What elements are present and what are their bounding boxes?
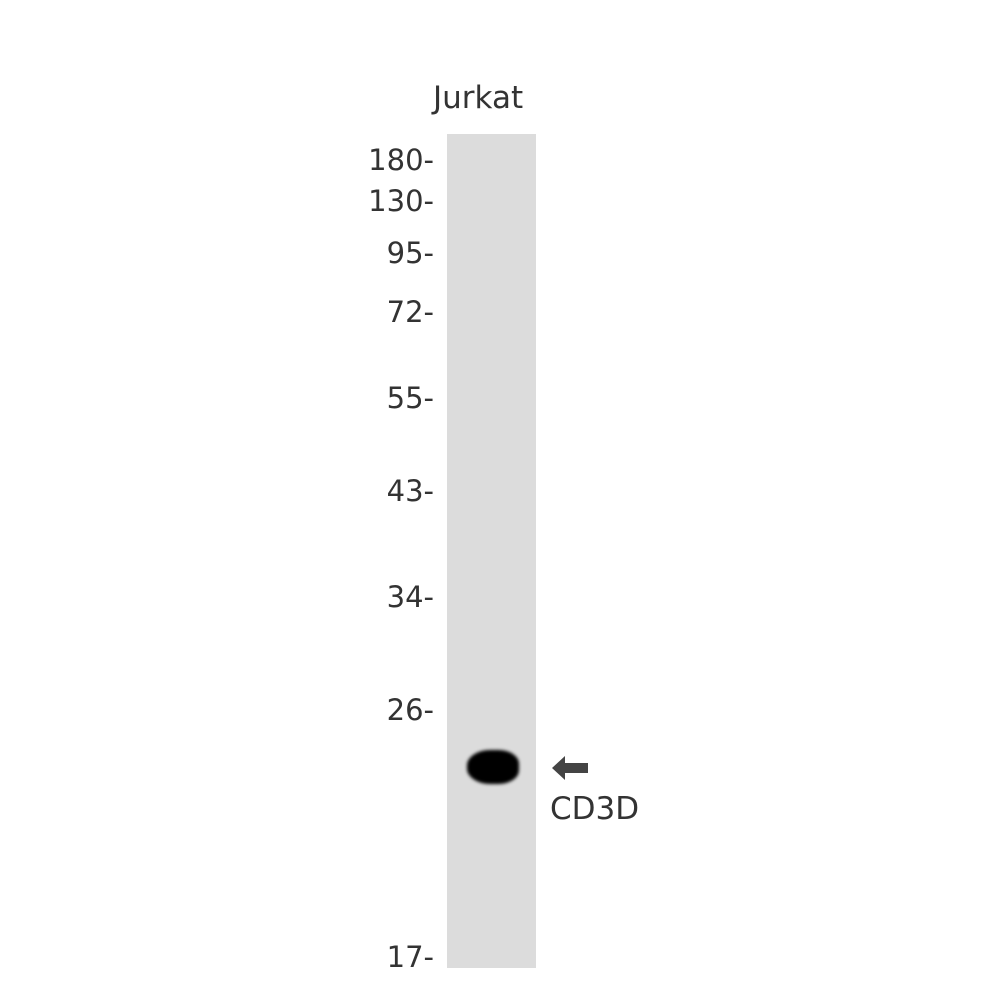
lane-label: Jurkat (433, 80, 524, 116)
marker-55: 55- (386, 381, 434, 415)
marker-34: 34- (386, 580, 434, 614)
marker-26: 26- (386, 693, 434, 727)
protein-band (467, 750, 519, 784)
target-protein-label: CD3D (550, 791, 640, 827)
marker-72: 72- (386, 295, 434, 329)
marker-43: 43- (386, 474, 434, 508)
arrow-left-icon (552, 756, 588, 780)
blot-lane (447, 134, 536, 968)
marker-180: 180- (368, 143, 434, 177)
marker-17: 17- (386, 940, 434, 974)
marker-95: 95- (386, 236, 434, 270)
marker-130: 130- (368, 184, 434, 218)
